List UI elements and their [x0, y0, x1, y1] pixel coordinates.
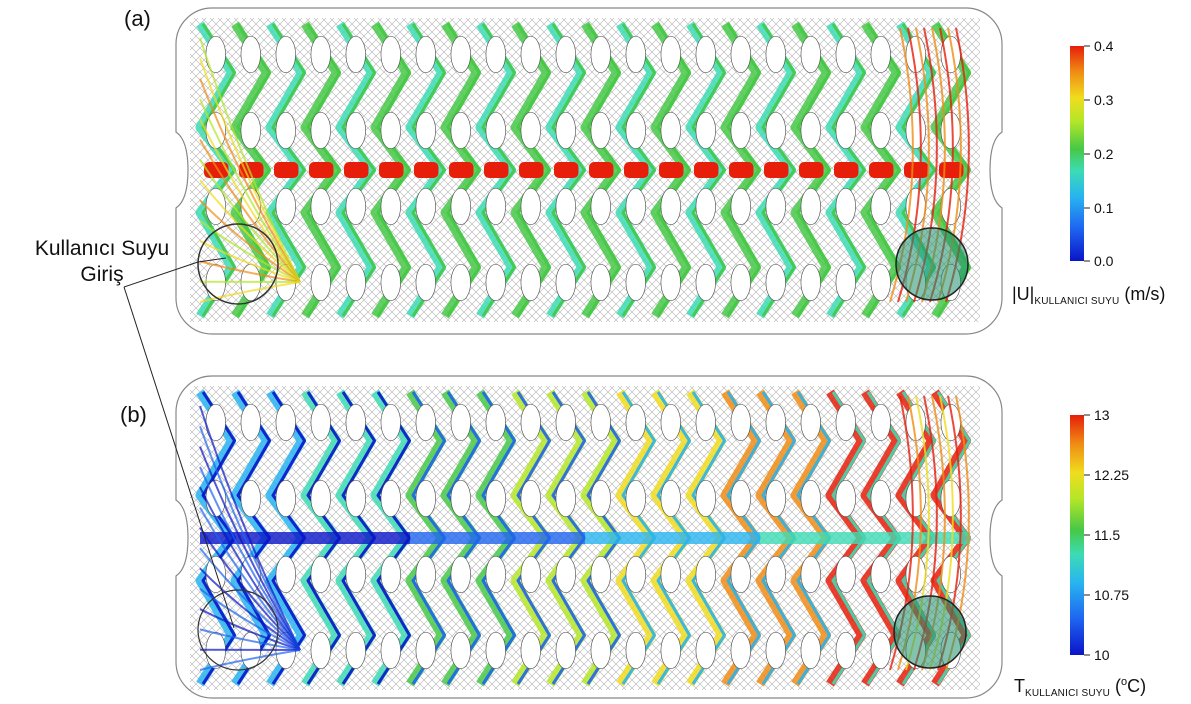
velocity-colorbar [1070, 46, 1084, 261]
velocity-streamlines [190, 18, 980, 322]
plate-b [175, 375, 1003, 699]
temperature-streamlines [190, 386, 980, 690]
callout-line-2: Giriş [80, 263, 124, 286]
inlet-port-b [197, 589, 279, 671]
callout-leader-lines [123, 257, 235, 629]
plate-a [175, 7, 1003, 335]
panel-label-a: (a) [124, 6, 151, 31]
velocity-tick: 0.3 [1094, 92, 1114, 108]
temperature-tick: 10 [1094, 647, 1110, 663]
velocity-colorbar-title: |U|KULLANICI SUYU (m/s) [1012, 284, 1166, 307]
callout-line-1: Kullanıcı Suyu [34, 237, 170, 260]
temperature-tick: 12.25 [1094, 467, 1130, 483]
outlet-port-a [895, 227, 969, 301]
colorbar-tick-marks [1084, 45, 1090, 656]
panel-label-b: (b) [120, 402, 147, 427]
velocity-tick: 0.0 [1094, 253, 1114, 269]
velocity-tick: 0.1 [1094, 200, 1114, 216]
temperature-tick: 10.75 [1094, 587, 1130, 603]
inlet-port-a [197, 223, 279, 305]
temperature-tick: 13 [1094, 407, 1110, 423]
velocity-tick: 0.4 [1094, 38, 1114, 54]
temperature-tick: 11.5 [1094, 527, 1121, 543]
temperature-colorbar-title: TKULLANICI SUYU (oC) [1014, 676, 1147, 699]
inlet-callout: Kullanıcı Suyu Giriş [6, 236, 198, 288]
temperature-colorbar [1070, 415, 1084, 655]
outlet-port-b [893, 595, 967, 669]
velocity-tick: 0.2 [1094, 146, 1114, 162]
